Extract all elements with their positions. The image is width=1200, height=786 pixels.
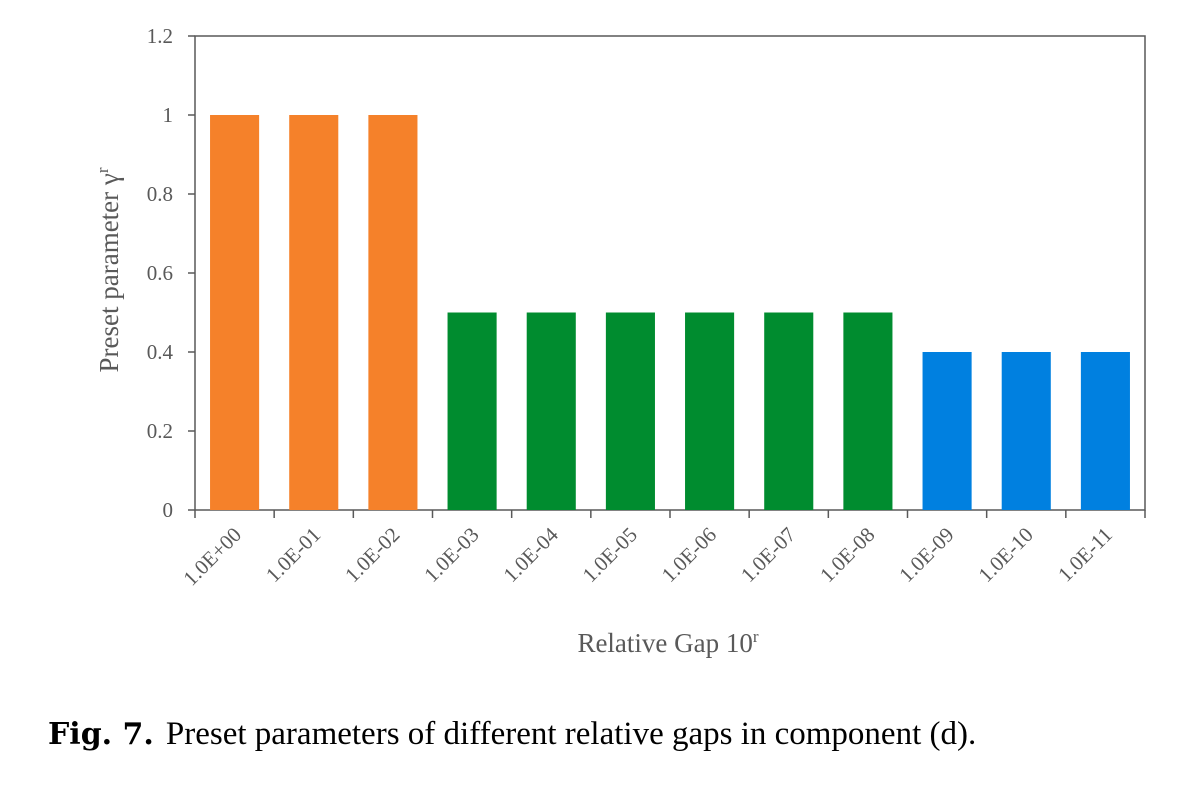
bar (368, 115, 418, 510)
x-tick-label: 1.0E-11 (1053, 523, 1117, 587)
figure-label: Fig. 7. (48, 717, 154, 752)
y-tick-label: 0.8 (147, 182, 173, 206)
y-tick-label: 0 (163, 498, 174, 522)
x-tick-label: 1.0E-01 (261, 523, 325, 587)
y-axis-title: Preset parameter γr (93, 167, 124, 372)
bar (764, 312, 814, 510)
x-tick-label: 1.0E-07 (736, 523, 800, 587)
x-tick-label: 1.0E-09 (894, 523, 958, 587)
bar (289, 115, 339, 510)
x-tick-label: 1.0E-08 (815, 523, 879, 587)
figure-caption-text: Preset parameters of different relative … (165, 716, 977, 752)
bar (605, 312, 655, 510)
bar (1080, 352, 1130, 510)
bar (526, 312, 576, 510)
x-tick-label: 1.0E-04 (498, 522, 563, 587)
y-axis-title-superscript: r (93, 167, 112, 173)
bar (685, 312, 735, 510)
y-tick-label: 1.2 (147, 24, 173, 48)
x-axis-title: Relative Gap 10r (577, 627, 758, 658)
bar (210, 115, 260, 510)
figure-caption: Fig. 7. Preset parameters of different re… (48, 716, 1188, 753)
y-tick-label: 0.4 (147, 340, 174, 364)
x-axis-title-superscript: r (753, 627, 759, 646)
y-tick-label: 0.2 (147, 419, 173, 443)
x-tick-label: 1.0E-02 (340, 523, 404, 587)
plot-area: 00.20.40.60.811.21.0E+00 1.0E-01 1.0E-02 1.… (147, 24, 1146, 591)
x-tick-label: 1.0E-03 (419, 523, 483, 587)
y-tick-label: 1 (163, 103, 174, 127)
x-tick-label: 1.0E-05 (578, 523, 642, 587)
bar (1001, 352, 1051, 510)
bar (843, 312, 893, 510)
x-tick-label: 1.0E-10 (973, 523, 1037, 587)
y-tick-label: 0.6 (147, 261, 173, 285)
bar-chart: 00.20.40.60.811.21.0E+00 1.0E-01 1.0E-02 1.… (93, 24, 1146, 658)
bar (447, 312, 497, 510)
x-tick-label: 1.0E+00 (178, 523, 246, 591)
x-tick-label: 1.0E-06 (657, 523, 721, 587)
bar (922, 352, 972, 510)
